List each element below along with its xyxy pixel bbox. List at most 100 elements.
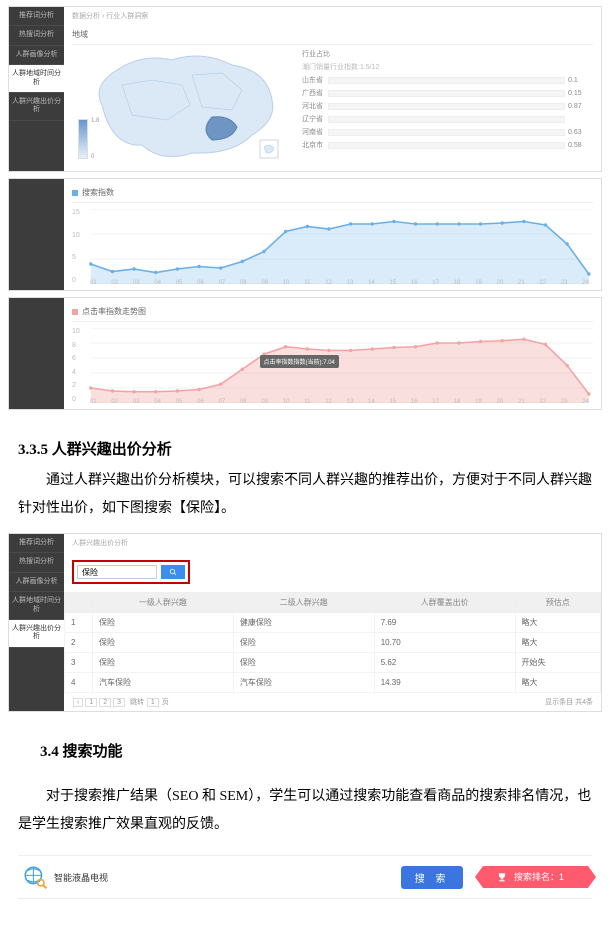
table-cell: 保险 bbox=[93, 613, 234, 633]
pager-right: 显示条目 共4条 bbox=[545, 697, 593, 707]
y-tick: 6 bbox=[72, 355, 76, 362]
heading-335: 3.3.5 人群兴趣出价分析 bbox=[18, 438, 592, 459]
sidebar-item[interactable]: 人群画像分析 bbox=[9, 573, 64, 592]
table-cell: 保险 bbox=[93, 633, 234, 653]
legend-swatch bbox=[72, 190, 78, 196]
y-tick: 0 bbox=[72, 396, 76, 403]
y-tick: 15 bbox=[72, 209, 80, 216]
sidebar-item[interactable]: 人群兴趣出价分析 bbox=[9, 620, 64, 648]
legend-swatch bbox=[72, 309, 78, 315]
section-header-red: 点击率指数走势图 bbox=[72, 302, 593, 322]
table-cell: 开始失 bbox=[515, 653, 600, 673]
y-tick: 0 bbox=[72, 277, 76, 284]
heading-34: 3.4 搜索功能 bbox=[18, 740, 592, 761]
table-header: 一级人群兴趣 bbox=[93, 593, 234, 613]
sidebar-item[interactable]: 人群地域时间分析 bbox=[9, 592, 64, 620]
table-cell: 略大 bbox=[515, 673, 600, 693]
sidebar-item[interactable]: 推荐词分析 bbox=[9, 7, 64, 26]
province-value: 0.15 bbox=[565, 90, 587, 97]
sidebar-item[interactable]: 人群地域时间分析 bbox=[9, 65, 64, 93]
table-cell: 略大 bbox=[515, 633, 600, 653]
table-cell: 7.69 bbox=[374, 613, 515, 633]
bar-chart-subtitle: 潮门销量行业指数:1.5/12 bbox=[302, 62, 587, 72]
sidebar-item[interactable]: 热搜词分析 bbox=[9, 26, 64, 45]
province-bar-list: 行业占比 潮门销量行业指数:1.5/12 山东省0.1广西省0.15河北省0.8… bbox=[292, 45, 593, 165]
table-cell: 2 bbox=[65, 633, 93, 653]
province-bar-row: 广西省0.15 bbox=[302, 88, 587, 98]
section-header-map: 地域 bbox=[72, 25, 593, 45]
x-axis: 0102030405060708091011121314151617181920… bbox=[90, 399, 589, 405]
red-chart-pane: 点击率指数走势图 1086420010203040506070809101112… bbox=[8, 297, 602, 410]
table-row[interactable]: 4汽车保险汽车保险14.39略大 bbox=[65, 673, 601, 693]
table-cell: 保险 bbox=[93, 653, 234, 673]
y-tick: 10 bbox=[72, 328, 80, 335]
table-cell: 保险 bbox=[233, 633, 374, 653]
province-bar-row: 辽宁省 bbox=[302, 114, 587, 124]
china-map: 1.8 0 bbox=[72, 45, 292, 165]
sidebar-item[interactable]: 推荐词分析 bbox=[9, 534, 64, 553]
section-title: 地域 bbox=[72, 29, 88, 40]
table-cell: 1 bbox=[65, 613, 93, 633]
paragraph-335: 通过人群兴趣出价分析模块，可以搜索不同人群兴趣的推荐出价，方便对于不同人群兴趣针… bbox=[18, 467, 592, 523]
y-tick: 4 bbox=[72, 369, 76, 376]
product-name: 智能液晶电视 bbox=[54, 871, 108, 884]
sidebar-stub bbox=[9, 179, 64, 290]
province-name: 河北省 bbox=[302, 101, 328, 111]
rank-ribbon: 搜索排名：1 bbox=[483, 866, 588, 888]
line-chart-blue: 1510500102030405060708091011121314151617… bbox=[72, 209, 593, 284]
sidebar-item[interactable]: 人群兴趣出价分析 bbox=[9, 93, 64, 121]
paragraph-34: 对于搜索推广结果（SEO 和 SEM），学生可以通过搜索功能查看商品的搜索排名情… bbox=[18, 783, 592, 839]
rank-text: 搜索排名：1 bbox=[514, 872, 564, 882]
blue-chart-pane: 搜索指数 15105001020304050607080910111213141… bbox=[8, 178, 602, 291]
table-header bbox=[65, 593, 93, 613]
pager-left[interactable]: ‹123 跳转 1 页 bbox=[72, 697, 169, 707]
breadcrumb: 人群兴趣出价分析 bbox=[64, 534, 601, 548]
province-value: 0.1 bbox=[565, 77, 587, 84]
province-bar-row: 河南省 0.63 bbox=[302, 127, 587, 137]
table-cell: 3 bbox=[65, 653, 93, 673]
sidebar-stub bbox=[9, 298, 64, 409]
province-name: 北京市 bbox=[302, 140, 328, 150]
interest-bid-search-pane: 推荐词分析热搜词分析人群画像分析人群地域时间分析人群兴趣出价分析 人群兴趣出价分… bbox=[8, 533, 602, 712]
table-cell: 10.70 bbox=[374, 633, 515, 653]
search-result-bar: 智能液晶电视 搜 索 搜索排名：1 bbox=[18, 855, 592, 899]
sidebar-item[interactable]: 人群画像分析 bbox=[9, 46, 64, 65]
section-header-blue: 搜索指数 bbox=[72, 183, 593, 203]
table-row[interactable]: 3保险保险5.62开始失 bbox=[65, 653, 601, 673]
interest-bid-table: 一级人群兴趣二级人群兴趣人群覆盖出价预估点 1保险健康保险7.69略大2保险保险… bbox=[64, 592, 601, 693]
chart-tooltip: 点击率指数指数(当前):7.04 bbox=[260, 355, 339, 368]
bar-track bbox=[328, 142, 565, 149]
table-cell: 4 bbox=[65, 673, 93, 693]
table-cell: 保险 bbox=[233, 653, 374, 673]
chart-title: 搜索指数 bbox=[82, 187, 114, 198]
table-header: 预估点 bbox=[515, 593, 600, 613]
sidebar-item[interactable]: 热搜词分析 bbox=[9, 553, 64, 572]
sidebar: 推荐词分析热搜词分析人群画像分析人群地域时间分析人群兴趣出价分析 bbox=[9, 534, 64, 711]
line-chart-red: 1086420010203040506070809101112131415161… bbox=[72, 328, 593, 403]
province-bar-row: 北京市0.58 bbox=[302, 140, 587, 150]
province-value: 0.63 bbox=[565, 129, 587, 136]
province-bar-row: 山东省0.1 bbox=[302, 75, 587, 85]
table-row[interactable]: 2保险保险10.70略大 bbox=[65, 633, 601, 653]
map-dashboard-pane: 推荐词分析热搜词分析人群画像分析人群地域时间分析人群兴趣出价分析 数据分析 › … bbox=[8, 6, 602, 172]
interest-search-input[interactable] bbox=[77, 565, 157, 579]
x-axis: 0102030405060708091011121314151617181920… bbox=[90, 280, 589, 286]
table-cell: 健康保险 bbox=[233, 613, 374, 633]
table-header: 人群覆盖出价 bbox=[374, 593, 515, 613]
legend-min: 0 bbox=[91, 154, 94, 160]
table-row[interactable]: 1保险健康保险7.69略大 bbox=[65, 613, 601, 633]
y-tick: 8 bbox=[72, 342, 76, 349]
bar-chart-title: 行业占比 bbox=[302, 49, 587, 59]
table-cell: 汽车保险 bbox=[233, 673, 374, 693]
sidebar: 推荐词分析热搜词分析人群画像分析人群地域时间分析人群兴趣出价分析 bbox=[9, 7, 64, 171]
search-box-highlight bbox=[72, 560, 190, 584]
legend-max: 1.8 bbox=[91, 118, 99, 124]
breadcrumb: 数据分析 › 行业人群洞察 bbox=[72, 11, 593, 21]
search-button[interactable] bbox=[161, 565, 185, 579]
table-cell: 14.39 bbox=[374, 673, 515, 693]
province-name: 河南省 bbox=[302, 127, 328, 137]
bar-track bbox=[328, 103, 565, 110]
y-tick: 10 bbox=[72, 232, 80, 239]
table-cell: 汽车保险 bbox=[93, 673, 234, 693]
table-pager[interactable]: ‹123 跳转 1 页 显示条目 共4条 bbox=[64, 693, 601, 711]
